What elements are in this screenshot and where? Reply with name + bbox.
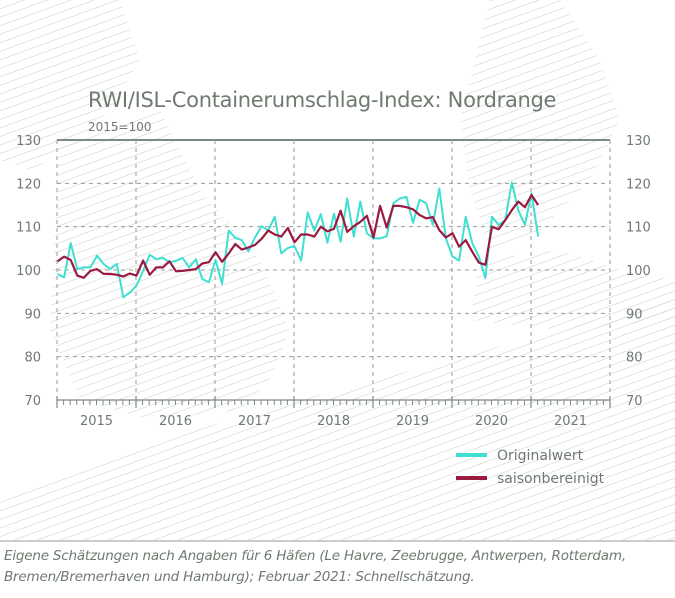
chart-caption: Eigene Schätzungen nach Angaben für 6 Hä… xyxy=(4,546,626,588)
x-tick-label: 2016 xyxy=(159,414,192,429)
y-tick-label-right: 90 xyxy=(626,307,643,322)
y-tick-label-left: 130 xyxy=(16,134,41,149)
chart-subtitle: 2015=100 xyxy=(88,120,152,134)
y-tick-label-right: 130 xyxy=(626,134,651,149)
x-tick-label: 2015 xyxy=(80,414,113,429)
y-tick-label-right: 100 xyxy=(626,264,651,279)
legend-label-originalwert: Originalwert xyxy=(497,448,584,464)
series-line-originalwert xyxy=(57,181,540,299)
x-tick-label: 2020 xyxy=(475,414,508,429)
y-tick-label-left: 120 xyxy=(16,177,41,192)
x-tick-label: 2017 xyxy=(238,414,271,429)
chart-title: RWI/ISL-Containerumschlag-Index: Nordran… xyxy=(88,88,557,112)
x-tick-label: 2018 xyxy=(317,414,350,429)
series-line-saisonbereinigt xyxy=(56,193,540,279)
y-tick-label-right: 80 xyxy=(626,351,643,366)
x-tick-label: 2021 xyxy=(554,414,587,429)
legend-label-saisonbereinigt: saisonbereinigt xyxy=(497,471,605,487)
caption-line-2: Bremen/Bremerhaven und Hamburg); Februar… xyxy=(4,569,475,585)
y-tick-label-left: 90 xyxy=(24,307,41,322)
y-tick-label-right: 110 xyxy=(626,221,651,236)
y-tick-label-right: 70 xyxy=(626,394,643,409)
y-tick-label-left: 80 xyxy=(24,351,41,366)
y-tick-label-left: 110 xyxy=(16,221,41,236)
y-tick-label-left: 100 xyxy=(16,264,41,279)
y-tick-label-left: 70 xyxy=(24,394,41,409)
caption-line-1: Eigene Schätzungen nach Angaben für 6 Hä… xyxy=(4,548,626,564)
x-tick-label: 2019 xyxy=(396,414,429,429)
y-tick-label-right: 120 xyxy=(626,177,651,192)
